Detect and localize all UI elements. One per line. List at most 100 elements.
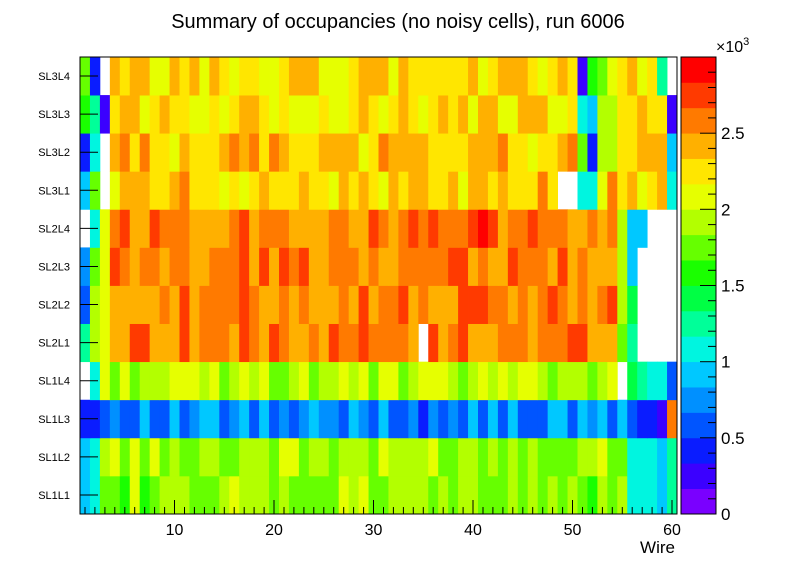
heatmap-cell bbox=[308, 323, 320, 363]
heatmap-cell bbox=[358, 323, 369, 363]
heatmap-cell bbox=[537, 399, 549, 439]
heatmap-cell bbox=[199, 247, 210, 286]
heatmap-cell bbox=[428, 437, 439, 477]
heatmap-cell bbox=[448, 475, 459, 515]
heatmap-cell bbox=[318, 209, 330, 248]
heatmap-cell bbox=[338, 95, 350, 134]
heatmap-cell bbox=[458, 95, 469, 134]
heatmap-cell bbox=[149, 285, 160, 324]
colorbar-band bbox=[681, 437, 716, 464]
heatmap-cell bbox=[577, 171, 588, 210]
heatmap-cell bbox=[119, 323, 131, 363]
heatmap-cell bbox=[189, 57, 200, 96]
heatmap-cell bbox=[497, 209, 509, 248]
heatmap-cell bbox=[269, 95, 280, 134]
heatmap-cell bbox=[219, 285, 230, 324]
heatmap-cell bbox=[527, 285, 539, 324]
heatmap-cell bbox=[428, 323, 439, 363]
heatmap-cell bbox=[527, 361, 539, 401]
heatmap-cell bbox=[149, 475, 160, 515]
heatmap-cell bbox=[209, 171, 220, 210]
heatmap-cell bbox=[279, 247, 290, 286]
heatmap-cell bbox=[517, 361, 529, 401]
heatmap-cell bbox=[209, 361, 220, 401]
heatmap-cell bbox=[438, 171, 449, 210]
heatmap-cell bbox=[269, 171, 280, 210]
heatmap-cell bbox=[497, 437, 509, 477]
heatmap-cell bbox=[418, 475, 429, 515]
heatmap-cell bbox=[189, 133, 200, 172]
heatmap-cell bbox=[567, 361, 578, 401]
heatmap-cell bbox=[269, 57, 280, 96]
heatmap-cell bbox=[149, 361, 160, 401]
heatmap-cell bbox=[308, 437, 320, 477]
heatmap-cell bbox=[318, 247, 330, 286]
heatmap-cell bbox=[448, 133, 459, 172]
heatmap-cell bbox=[328, 247, 340, 286]
heatmap-cell bbox=[159, 209, 170, 248]
heatmap-cell bbox=[557, 361, 568, 401]
heatmap-cell bbox=[318, 133, 330, 172]
heatmap-cell bbox=[338, 247, 350, 286]
heatmap-cell bbox=[547, 209, 558, 248]
heatmap-cell bbox=[249, 133, 260, 172]
heatmap-cell bbox=[428, 361, 439, 401]
heatmap-cell bbox=[428, 171, 439, 210]
heatmap-cell bbox=[189, 171, 200, 210]
heatmap-cell bbox=[478, 475, 489, 515]
heatmap-cell bbox=[348, 475, 359, 515]
heatmap-cell bbox=[308, 361, 320, 401]
heatmap-cell bbox=[517, 437, 529, 477]
heatmap-cell bbox=[398, 437, 409, 477]
heatmap-cell bbox=[129, 285, 141, 324]
heatmap-cell bbox=[338, 57, 350, 96]
heatmap-cell bbox=[388, 171, 399, 210]
heatmap-cell bbox=[587, 247, 598, 286]
colorbar-band bbox=[681, 82, 716, 109]
heatmap-cell bbox=[428, 475, 439, 515]
heatmap-cell bbox=[637, 209, 648, 248]
heatmap-cell bbox=[607, 209, 618, 248]
heatmap-cell bbox=[378, 285, 389, 324]
heatmap-cell bbox=[219, 323, 230, 363]
y-tick-label: SL3L1 bbox=[38, 185, 70, 197]
heatmap-cell bbox=[497, 285, 509, 324]
heatmap-cell bbox=[219, 171, 230, 210]
heatmap-cell bbox=[378, 57, 389, 96]
heatmap-cell bbox=[318, 475, 330, 515]
heatmap-cell bbox=[159, 399, 170, 439]
heatmap-cell bbox=[507, 95, 519, 134]
heatmap-cell bbox=[497, 171, 509, 210]
heatmap-cell bbox=[507, 361, 519, 401]
heatmap-cell bbox=[557, 323, 568, 363]
heatmap-cell bbox=[119, 399, 131, 439]
heatmap-cell bbox=[378, 133, 389, 172]
heatmap-cell bbox=[418, 247, 429, 286]
heatmap-cell bbox=[527, 437, 539, 477]
heatmap-cell bbox=[507, 57, 519, 96]
y-tick-label: SL3L2 bbox=[38, 147, 70, 159]
heatmap-cell bbox=[129, 247, 141, 286]
heatmap-cell bbox=[438, 361, 449, 401]
heatmap-cell bbox=[567, 95, 578, 134]
heatmap-cell bbox=[388, 285, 399, 324]
heatmap-cell bbox=[667, 437, 678, 477]
heatmap-cell bbox=[517, 285, 529, 324]
heatmap-cell bbox=[418, 361, 429, 401]
heatmap-cell bbox=[607, 247, 618, 286]
heatmap-cell bbox=[328, 323, 340, 363]
heatmap-cell bbox=[398, 285, 409, 324]
heatmap-cell bbox=[328, 285, 340, 324]
heatmap-cell bbox=[169, 247, 180, 286]
heatmap-cell bbox=[667, 361, 678, 401]
heatmap-cell bbox=[139, 247, 151, 286]
heatmap-cell bbox=[657, 475, 668, 515]
heatmap-cell bbox=[378, 171, 389, 210]
heatmap-cell bbox=[458, 285, 469, 324]
heatmap-cell bbox=[617, 57, 628, 96]
heatmap-cell bbox=[468, 95, 479, 134]
heatmap-cell bbox=[129, 95, 141, 134]
heatmap-cell bbox=[587, 133, 598, 172]
heatmap-cell bbox=[468, 399, 479, 439]
heatmap-cell bbox=[249, 247, 260, 286]
